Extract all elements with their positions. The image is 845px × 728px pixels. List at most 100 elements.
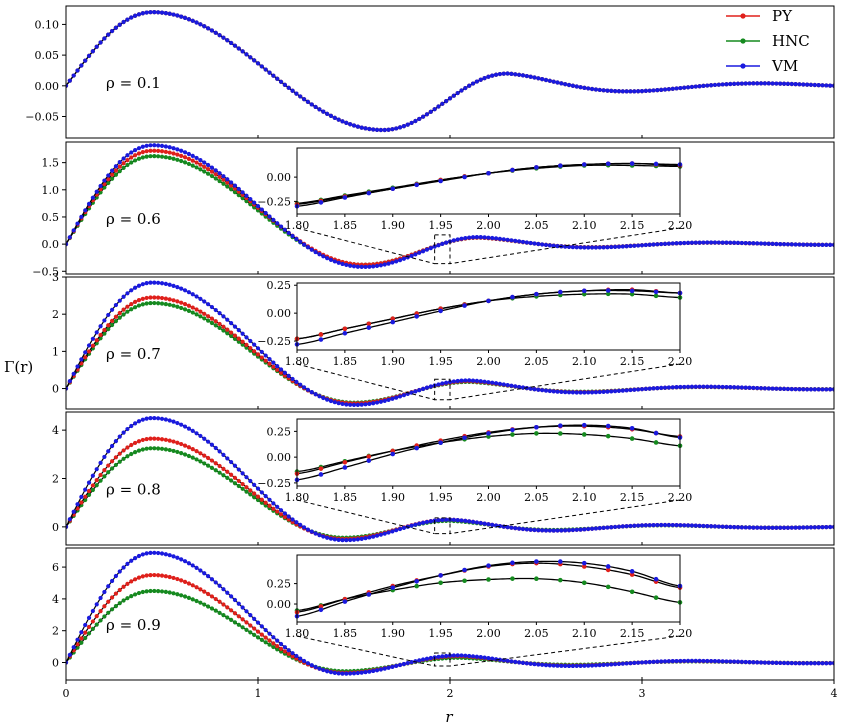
- point-vm: [286, 373, 291, 378]
- point-vm: [313, 249, 318, 255]
- point-vm: [417, 116, 422, 122]
- point-vm: [397, 662, 403, 668]
- zoom-connector: [296, 227, 435, 265]
- point-vm: [467, 378, 472, 383]
- point-hnc: [167, 447, 172, 453]
- point-vm: [524, 527, 529, 532]
- point-vm: [451, 517, 456, 522]
- point-vm: [190, 292, 195, 297]
- point-vm: [294, 379, 299, 384]
- point-vm: [232, 43, 238, 48]
- point-py: [182, 302, 188, 307]
- point-vm: [636, 387, 641, 392]
- point-vm: [244, 609, 249, 614]
- point-vm: [440, 101, 445, 106]
- point-vm: [636, 89, 641, 94]
- point-vm: [194, 294, 199, 299]
- point-vm: [762, 386, 767, 391]
- point-vm: [747, 385, 752, 390]
- point-py: [236, 614, 241, 619]
- point-vm: [589, 663, 595, 668]
- point-vm: [301, 97, 307, 102]
- point-vm: [540, 388, 545, 393]
- point-vm: [424, 519, 430, 525]
- point-vm: [121, 156, 126, 161]
- point-vm: [355, 124, 360, 129]
- point-vm: [662, 659, 668, 664]
- point-vm: [732, 525, 737, 530]
- point-py: [148, 572, 153, 578]
- point-py: [167, 574, 172, 580]
- point-vm: [451, 653, 456, 658]
- point-vm: [117, 569, 122, 574]
- point-vm: [474, 378, 479, 384]
- point-hnc: [248, 492, 253, 497]
- point-vm: [636, 243, 641, 248]
- legend-entry-py: PY: [726, 7, 793, 25]
- point-vm: [566, 663, 572, 669]
- inset-point-hnc: [653, 293, 659, 299]
- point-vm: [816, 661, 821, 666]
- point-hnc: [175, 157, 180, 162]
- point-vm: [774, 241, 779, 247]
- point-vm: [440, 517, 445, 522]
- point-py: [229, 183, 234, 188]
- inset: 1.80 1.85 1.90 1.95 2.00 2.05 2.10 2.15 2.20−0.2…: [257, 279, 692, 368]
- legend-swatch-marker: [740, 63, 746, 69]
- point-vm: [397, 394, 403, 399]
- point-vm: [244, 193, 249, 198]
- point-vm: [286, 230, 291, 236]
- point-py: [244, 485, 249, 490]
- point-vm: [102, 36, 107, 41]
- point-py: [252, 491, 257, 496]
- point-py: [202, 589, 207, 594]
- point-hnc: [117, 169, 122, 174]
- inset-x-tick-label: 2.20: [668, 627, 693, 640]
- point-vm: [609, 389, 614, 394]
- y-tick-label: 0: [52, 657, 59, 670]
- point-vm: [758, 660, 764, 665]
- point-vm: [789, 242, 794, 247]
- point-hnc: [179, 158, 184, 164]
- point-vm: [79, 494, 84, 499]
- point-vm: [578, 245, 583, 250]
- point-py: [152, 148, 157, 153]
- point-vm: [805, 82, 810, 87]
- point-vm: [294, 520, 299, 525]
- point-vm: [478, 379, 483, 384]
- point-vm: [735, 659, 741, 664]
- point-py: [117, 451, 122, 456]
- point-vm: [171, 12, 176, 17]
- point-vm: [371, 401, 376, 406]
- inset-point-vm: [605, 423, 611, 429]
- point-vm: [747, 81, 752, 86]
- point-vm: [344, 120, 349, 125]
- inset-y-tick-label: −0.25: [257, 195, 291, 208]
- point-vm: [424, 112, 430, 117]
- point-vm: [789, 386, 794, 392]
- point-py: [205, 314, 211, 319]
- point-vm: [682, 240, 687, 246]
- point-vm: [194, 20, 199, 25]
- point-vm: [582, 390, 587, 395]
- point-vm: [793, 661, 798, 666]
- inset-point-vm: [534, 165, 539, 170]
- point-py: [79, 636, 84, 641]
- point-vm: [732, 385, 737, 390]
- point-hnc: [240, 342, 245, 347]
- point-vm: [605, 245, 610, 250]
- point-vm: [263, 210, 268, 216]
- point-vm: [263, 627, 268, 633]
- point-vm: [367, 264, 372, 269]
- point-vm: [424, 247, 430, 252]
- inset-point-hnc: [438, 580, 443, 586]
- point-vm: [701, 523, 706, 529]
- point-vm: [724, 524, 729, 529]
- point-vm: [282, 645, 287, 650]
- point-vm: [724, 659, 729, 664]
- inset-point-vm: [390, 186, 396, 192]
- point-vm: [225, 590, 230, 595]
- point-vm: [98, 324, 103, 329]
- point-vm: [566, 528, 572, 533]
- point-py: [259, 632, 264, 637]
